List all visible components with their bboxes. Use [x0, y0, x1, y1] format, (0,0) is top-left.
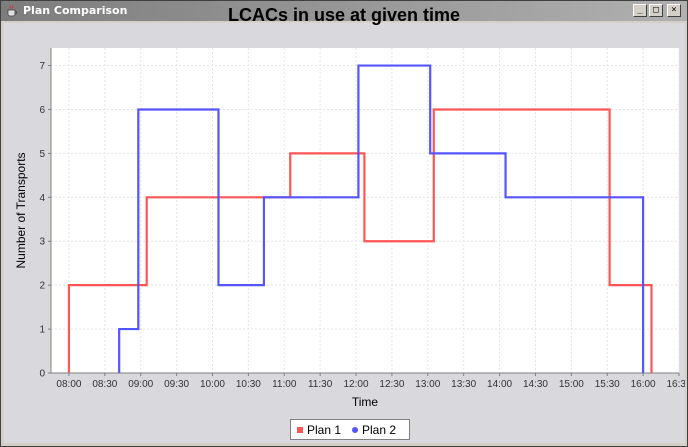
x-tick-label: 11:00 — [272, 379, 297, 390]
legend-item-plan-2: Plan 2 — [352, 423, 396, 437]
x-tick-label: 14:00 — [487, 379, 512, 390]
legend-label-plan-1: Plan 1 — [307, 423, 342, 437]
x-tick-label: 08:00 — [56, 379, 81, 390]
close-button[interactable]: × — [667, 4, 681, 17]
y-tick-label: 6 — [39, 105, 45, 116]
x-tick-label: 11:30 — [308, 379, 333, 390]
series-line-plan-1 — [67, 108, 653, 373]
chart-title: LCACs in use at given time — [227, 5, 461, 25]
x-tick-label: 12:30 — [379, 379, 404, 390]
x-tick-label: 13:30 — [451, 379, 476, 390]
title-bar[interactable]: Plan Comparison _ □ × — [1, 1, 687, 21]
x-tick-label: 16:30 — [666, 379, 685, 390]
x-tick-label: 13:00 — [415, 379, 440, 390]
maximize-button[interactable]: □ — [649, 4, 663, 17]
x-tick-label: 14:30 — [523, 379, 548, 390]
y-tick-label: 7 — [39, 61, 45, 72]
x-tick-label: 15:30 — [595, 379, 620, 390]
x-tick-label: 15:00 — [559, 379, 584, 390]
legend-swatch-plan-1 — [297, 426, 303, 433]
chart-panel: 0 1 2 3 4 5 6 7 08:00 08:30 09:00 09:30 10:00 10:30 11… — [4, 23, 688, 443]
y-tick-label: 4 — [39, 193, 45, 204]
y-tick-label: 5 — [39, 149, 45, 160]
y-tick-label: 2 — [39, 281, 45, 292]
legend-swatch-plan-2 — [352, 426, 358, 433]
x-tick-label: 09:30 — [164, 379, 189, 390]
x-tick-label: 08:30 — [92, 379, 117, 390]
series-line-plan-2 — [118, 64, 645, 373]
java-coffee-icon — [7, 5, 17, 17]
window-title: Plan Comparison — [23, 4, 128, 17]
y-axis-label: Number of Transports — [14, 152, 28, 268]
y-tick-label: 0 — [39, 369, 45, 380]
x-tick-label: 09:00 — [128, 379, 153, 390]
x-tick-label: 10:30 — [236, 379, 261, 390]
legend-label-plan-2: Plan 2 — [362, 423, 397, 437]
legend-item-plan-1: Plan 1 — [297, 423, 341, 437]
x-axis-label: Time — [352, 395, 379, 409]
y-tick-label: 3 — [39, 237, 45, 248]
y-tick-label: 1 — [39, 325, 45, 336]
x-tick-label: 16:00 — [631, 379, 656, 390]
legend: Plan 1 Plan 2 — [290, 419, 410, 440]
x-tick-label: 12:00 — [344, 379, 369, 390]
x-tick-label: 10:00 — [200, 379, 225, 390]
chart-canvas: 0 1 2 3 4 5 6 7 08:00 08:30 09:00 09:30 10:00 10:30 11… — [14, 48, 688, 409]
minimize-button[interactable]: _ — [633, 4, 647, 17]
